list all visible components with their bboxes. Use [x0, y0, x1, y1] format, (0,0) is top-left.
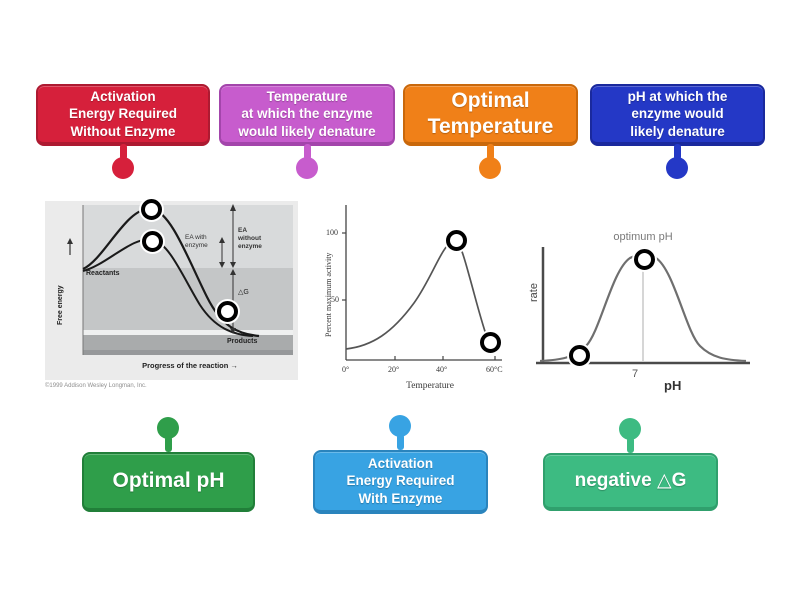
pin-ball [479, 157, 501, 179]
answer-marker-delta-g[interactable] [217, 301, 238, 322]
pin-stem [119, 144, 127, 160]
answer-marker-peak-with-enzyme[interactable] [142, 231, 163, 252]
label-text: Activation Energy Required Without Enzym… [68, 88, 178, 139]
x-axis-label: Temperature [406, 381, 454, 391]
ph-rate-graph: optimum pH rate 7 pH [528, 210, 756, 400]
x-axis-label: pH [664, 378, 682, 393]
label-text: pH at which the enzyme would likely dena… [627, 88, 728, 139]
reactants-label: Reactants [86, 270, 120, 277]
pin-stem [486, 144, 494, 160]
x-tick-7: 7 [632, 368, 639, 380]
label-negative-delta-g[interactable]: negative △G [543, 453, 718, 511]
copyright-text: ©1999 Addison Wesley Longman, Inc. [45, 383, 147, 389]
pin-ball [619, 418, 641, 440]
label-temperature-denature[interactable]: Temperature at which the enzyme would li… [219, 84, 395, 146]
x-tick-40: 40° [436, 365, 448, 374]
y-tick-100: 100 [326, 228, 338, 237]
pin-stem [626, 437, 634, 453]
pin-ball [389, 415, 411, 437]
x-tick-20: 20° [388, 365, 400, 374]
label-ph-denature[interactable]: pH at which the enzyme would likely dena… [590, 84, 765, 146]
x-tick-60: 60°C [486, 365, 503, 374]
x-axis-label: Progress of the reaction → [142, 361, 238, 370]
answer-marker-optimal-temperature[interactable] [446, 230, 467, 251]
label-pin[interactable] [618, 418, 642, 453]
ea-with-enzyme-label: EA with enzyme [185, 234, 208, 249]
label-text: Optimal pH [112, 468, 225, 492]
label-pin[interactable] [478, 144, 502, 179]
ea-without-enzyme-label: EA without enzyme [238, 227, 262, 250]
x-tick-0: 0° [342, 365, 350, 374]
pin-ball [296, 157, 318, 179]
products-label: Products [227, 338, 258, 345]
y-tick-50: 50 [331, 295, 339, 304]
label-pin[interactable] [295, 144, 319, 179]
pin-ball [157, 417, 179, 439]
pin-stem [164, 436, 172, 452]
temperature-activity-graph: Percent maximum activity 100 50 0° 20° 4… [320, 197, 520, 397]
label-activation-energy-without-enzyme[interactable]: Activation Energy Required Without Enzym… [36, 84, 210, 146]
answer-marker-temperature-denature[interactable] [480, 332, 501, 353]
pin-ball [666, 157, 688, 179]
label-text: Optimal Temperature [427, 88, 554, 138]
answer-marker-optimal-ph[interactable] [634, 249, 655, 270]
answer-marker-ph-denature[interactable] [569, 345, 590, 366]
pin-stem [303, 144, 311, 160]
answer-marker-peak-without-enzyme[interactable] [141, 199, 162, 220]
label-pin[interactable] [111, 144, 135, 179]
optimum-ph-annotation: optimum pH [613, 231, 673, 243]
temperature-graph-drawing [342, 205, 502, 361]
y-axis-label: Free energy [57, 285, 64, 325]
label-optimal-ph[interactable]: Optimal pH [82, 452, 255, 512]
delta-g-label: △G [238, 289, 249, 296]
label-activation-energy-with-enzyme[interactable]: Activation Energy Required With Enzyme [313, 450, 488, 514]
pin-stem [673, 144, 681, 160]
energy-diagram-drawing [45, 201, 298, 380]
pin-stem [396, 434, 404, 450]
label-text: Temperature at which the enzyme would li… [238, 88, 376, 139]
label-text: negative △G [574, 469, 687, 491]
label-text: Activation Energy Required With Enzyme [346, 455, 455, 506]
label-pin[interactable] [388, 415, 412, 450]
y-axis-label: rate [528, 283, 540, 302]
energy-diagram-graph: Free energy Reactants EA with enzyme EA … [45, 197, 298, 393]
label-pin[interactable] [156, 417, 180, 452]
label-pin[interactable] [665, 144, 689, 179]
pin-ball [112, 157, 134, 179]
label-optimal-temperature[interactable]: Optimal Temperature [403, 84, 578, 146]
